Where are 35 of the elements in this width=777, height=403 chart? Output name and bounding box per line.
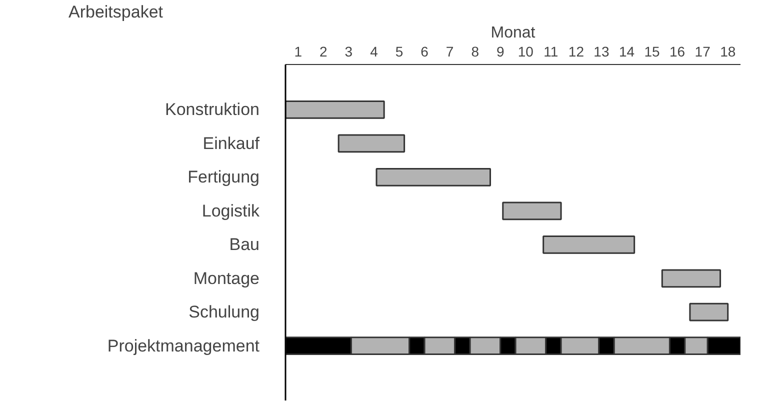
bar bbox=[502, 202, 562, 220]
y-tick-label: Einkauf bbox=[202, 134, 260, 153]
bar bbox=[286, 100, 385, 119]
x-tick-label: 6 bbox=[420, 44, 429, 60]
x-tick-label: 8 bbox=[471, 44, 480, 60]
x-tick-label: 4 bbox=[370, 44, 378, 60]
x-tick-label: 17 bbox=[694, 44, 711, 60]
y-tick-label: Projektmanagement bbox=[107, 336, 260, 356]
y-tick-label: Konstruktion bbox=[165, 100, 260, 120]
x-tick-label: 9 bbox=[496, 44, 504, 60]
y-tick-label: Montage bbox=[193, 268, 260, 288]
x-tick-label: 5 bbox=[395, 44, 404, 60]
x-tick-label: 14 bbox=[618, 44, 635, 60]
y-tick-label: Fertigung bbox=[188, 168, 260, 187]
y-axis-title: Arbeitspaket bbox=[68, 2, 164, 22]
y-tick-label: Schulung bbox=[188, 302, 260, 322]
bar bbox=[376, 168, 491, 186]
x-tick-label: 13 bbox=[594, 44, 610, 60]
y-tick-label: Logistik bbox=[202, 201, 260, 220]
x-tick-label: 10 bbox=[518, 44, 534, 60]
x-tick-label: 15 bbox=[644, 44, 660, 60]
x-axis-title: Monat bbox=[490, 24, 536, 42]
y-tick-label: Bau bbox=[229, 235, 260, 254]
x-tick-label: 11 bbox=[544, 44, 558, 60]
bar bbox=[689, 302, 729, 322]
x-tick-label: 1 bbox=[294, 44, 302, 60]
bar bbox=[542, 235, 636, 254]
x-tick-label: 7 bbox=[446, 44, 454, 60]
x-tick-label: 3 bbox=[344, 44, 353, 60]
x-tick-label: 12 bbox=[568, 44, 584, 60]
bar bbox=[661, 269, 722, 288]
x-tick-label: 2 bbox=[320, 44, 328, 60]
x-tick-label: 18 bbox=[720, 44, 736, 60]
x-tick-label: 16 bbox=[670, 44, 686, 60]
bar bbox=[338, 134, 406, 153]
